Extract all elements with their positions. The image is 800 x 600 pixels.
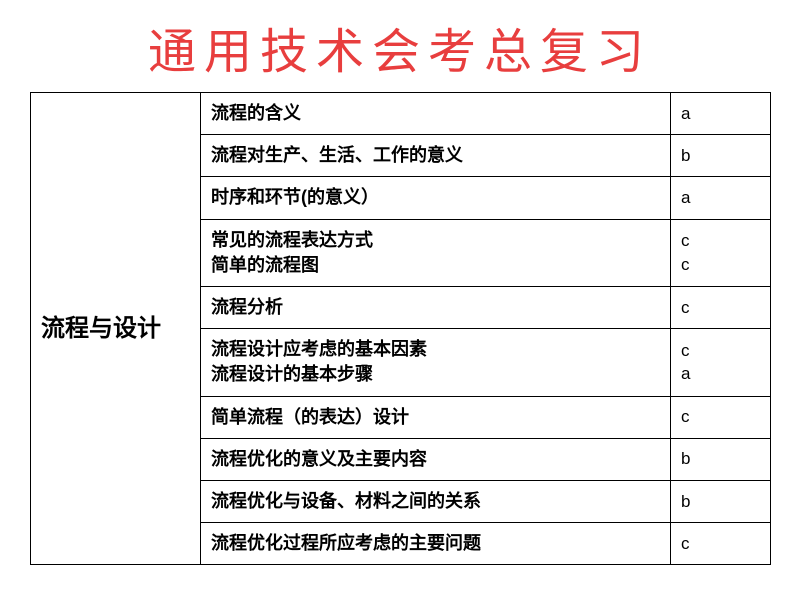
level-cell: c [671,523,771,565]
desc-cell: 流程的含义 [201,93,671,135]
desc-cell: 流程优化过程所应考虑的主要问题 [201,523,671,565]
level-cell: a [671,93,771,135]
level-cell: c c [671,219,771,286]
level-cell: c a [671,329,771,396]
desc-cell: 流程分析 [201,286,671,328]
level-cell: b [671,438,771,480]
level-cell: b [671,480,771,522]
level-cell: b [671,135,771,177]
review-table: 流程与设计 流程的含义 a 流程对生产、生活、工作的意义 b 时序和环节(的意义… [30,92,771,565]
table-container: 流程与设计 流程的含义 a 流程对生产、生活、工作的意义 b 时序和环节(的意义… [0,92,800,585]
page-title: 通用技术会考总复习 [0,0,800,92]
desc-cell: 简单流程（的表达）设计 [201,396,671,438]
table-row: 流程与设计 流程的含义 a [31,93,771,135]
desc-cell: 流程优化与设备、材料之间的关系 [201,480,671,522]
desc-cell: 流程优化的意义及主要内容 [201,438,671,480]
desc-cell: 流程对生产、生活、工作的意义 [201,135,671,177]
category-cell: 流程与设计 [31,93,201,565]
desc-cell: 流程设计应考虑的基本因素 流程设计的基本步骤 [201,329,671,396]
level-cell: a [671,177,771,219]
level-cell: c [671,286,771,328]
desc-cell: 常见的流程表达方式 简单的流程图 [201,219,671,286]
desc-cell: 时序和环节(的意义） [201,177,671,219]
level-cell: c [671,396,771,438]
